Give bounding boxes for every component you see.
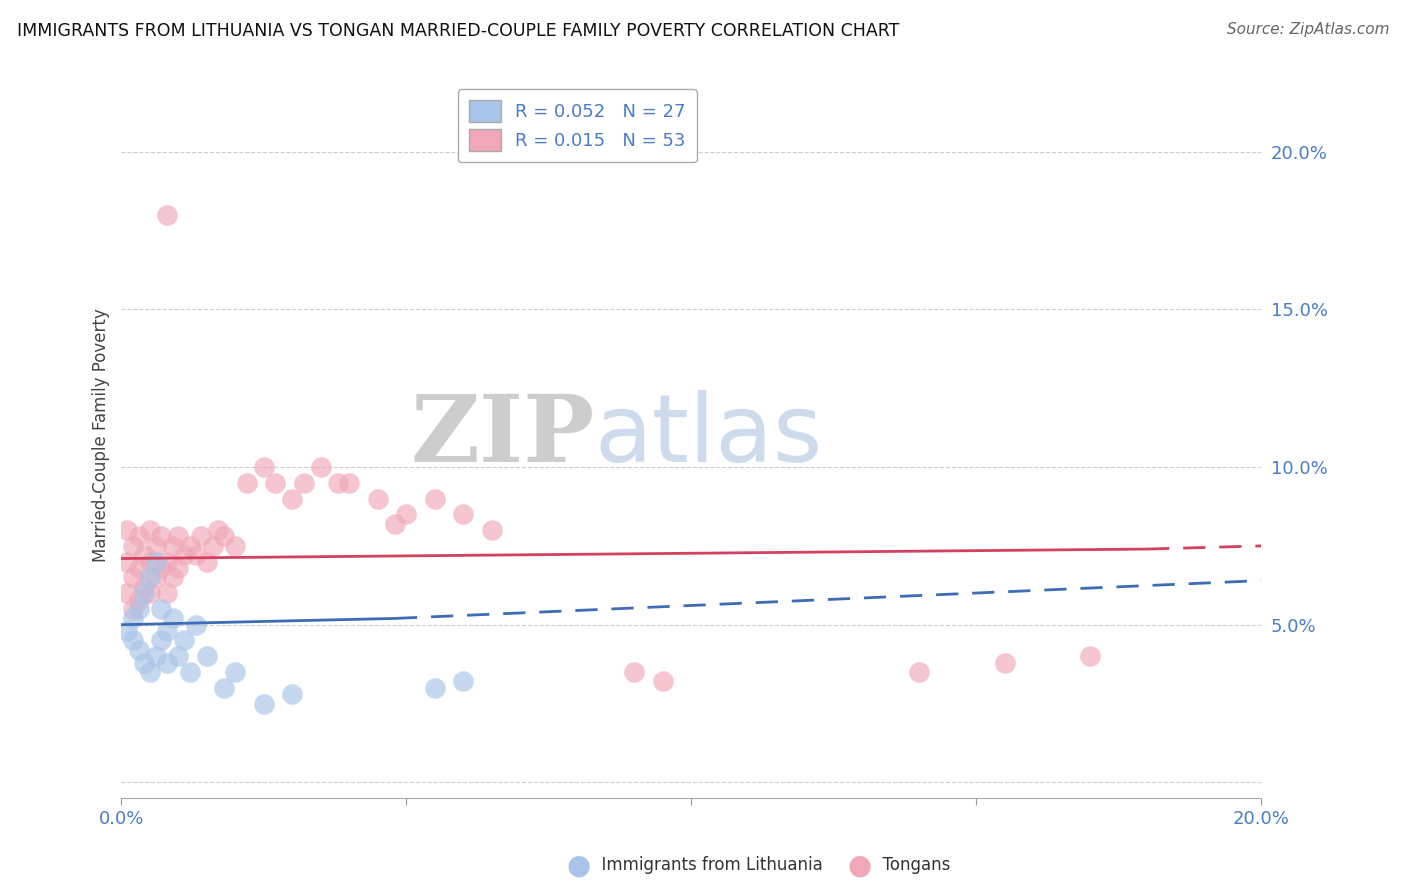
Point	[156, 555, 179, 569]
Point	[212, 681, 235, 695]
Point	[139, 555, 162, 569]
Point	[651, 674, 673, 689]
Point	[121, 570, 143, 584]
Point	[134, 549, 156, 563]
Point	[145, 649, 167, 664]
Point	[145, 555, 167, 569]
Point	[121, 602, 143, 616]
Point	[145, 539, 167, 553]
Point	[309, 460, 332, 475]
Text: ZIP: ZIP	[411, 391, 595, 481]
Point	[253, 460, 276, 475]
Text: atlas: atlas	[595, 390, 823, 482]
Point	[150, 561, 173, 575]
Point	[423, 491, 446, 506]
Point	[179, 539, 201, 553]
Point	[128, 561, 150, 575]
Point	[253, 697, 276, 711]
Point	[134, 656, 156, 670]
Point	[150, 633, 173, 648]
Point	[162, 611, 184, 625]
Point	[1078, 649, 1101, 664]
Point	[423, 681, 446, 695]
Point	[121, 539, 143, 553]
Point	[195, 649, 218, 664]
Point	[134, 586, 156, 600]
Point	[908, 665, 931, 679]
Point	[395, 508, 418, 522]
Point	[145, 570, 167, 584]
Point	[162, 570, 184, 584]
Point	[201, 539, 224, 553]
Point	[128, 529, 150, 543]
Point	[195, 555, 218, 569]
Point	[173, 633, 195, 648]
Point	[384, 516, 406, 531]
Point	[264, 475, 287, 490]
Point	[167, 529, 190, 543]
Point	[115, 523, 138, 537]
Point	[139, 523, 162, 537]
Point	[115, 624, 138, 638]
Point	[481, 523, 503, 537]
Legend: R = 0.052   N = 27, R = 0.015   N = 53: R = 0.052 N = 27, R = 0.015 N = 53	[458, 89, 697, 162]
Text: Tongans: Tongans	[872, 856, 950, 874]
Point	[994, 656, 1017, 670]
Point	[115, 555, 138, 569]
Point	[292, 475, 315, 490]
Point	[453, 674, 475, 689]
Point	[162, 539, 184, 553]
Point	[207, 523, 229, 537]
Point	[623, 665, 645, 679]
Y-axis label: Married-Couple Family Poverty: Married-Couple Family Poverty	[93, 309, 110, 563]
Point	[139, 570, 162, 584]
Point	[167, 561, 190, 575]
Point	[139, 665, 162, 679]
Point	[128, 643, 150, 657]
Point	[326, 475, 349, 490]
Point	[156, 656, 179, 670]
Text: Source: ZipAtlas.com: Source: ZipAtlas.com	[1226, 22, 1389, 37]
Point	[128, 602, 150, 616]
Point	[337, 475, 360, 490]
Text: ●: ●	[567, 851, 591, 880]
Point	[150, 529, 173, 543]
Point	[139, 586, 162, 600]
Point	[173, 549, 195, 563]
Point	[115, 586, 138, 600]
Point	[190, 529, 212, 543]
Point	[184, 617, 207, 632]
Point	[281, 687, 304, 701]
Point	[156, 624, 179, 638]
Point	[167, 649, 190, 664]
Point	[128, 592, 150, 607]
Point	[121, 611, 143, 625]
Point	[212, 529, 235, 543]
Point	[156, 208, 179, 222]
Point	[453, 508, 475, 522]
Point	[156, 586, 179, 600]
Text: Immigrants from Lithuania: Immigrants from Lithuania	[591, 856, 823, 874]
Point	[281, 491, 304, 506]
Point	[134, 580, 156, 594]
Point	[224, 665, 246, 679]
Point	[150, 602, 173, 616]
Point	[236, 475, 259, 490]
Point	[179, 665, 201, 679]
Point	[121, 633, 143, 648]
Text: ●: ●	[848, 851, 872, 880]
Text: IMMIGRANTS FROM LITHUANIA VS TONGAN MARRIED-COUPLE FAMILY POVERTY CORRELATION CH: IMMIGRANTS FROM LITHUANIA VS TONGAN MARR…	[17, 22, 900, 40]
Point	[184, 549, 207, 563]
Point	[367, 491, 389, 506]
Point	[224, 539, 246, 553]
